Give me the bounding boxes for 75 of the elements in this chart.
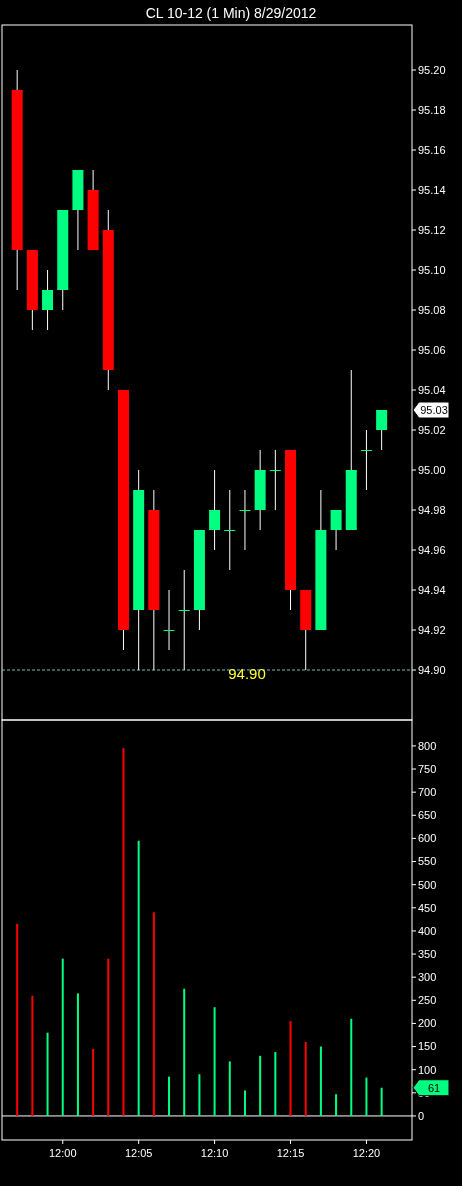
candlestick — [376, 409, 388, 451]
text: 61 — [427, 1081, 441, 1094]
x-tick-label: 12:20 — [352, 1147, 381, 1159]
bar — [228, 1061, 231, 1116]
y-tick-label: 600 — [418, 832, 437, 845]
y-tick-label: 350 — [418, 947, 437, 960]
bar — [61, 958, 64, 1116]
candlestick — [330, 509, 342, 551]
candlestick — [360, 429, 372, 491]
y-tick-label: 94.98 — [418, 503, 446, 516]
y-tick-label: 94.94 — [418, 583, 446, 596]
bar — [274, 1052, 277, 1116]
bar — [137, 840, 140, 1116]
bar — [46, 1032, 49, 1116]
y-tick-label: 450 — [418, 901, 437, 914]
y-tick-label: 94.90 — [418, 663, 446, 676]
ref-line-label: 94.90 — [228, 665, 266, 682]
bar — [380, 1087, 383, 1116]
y-tick-label: 550 — [418, 855, 437, 868]
y-tick-label: 94.92 — [418, 623, 446, 636]
y-tick-label: 650 — [418, 809, 437, 822]
y-tick-label: 95.04 — [418, 383, 446, 396]
chart-title: CL 10-12 (1 Min) 8/29/2012 — [145, 5, 317, 21]
y-tick-label: 250 — [418, 994, 437, 1007]
candlestick — [42, 269, 54, 331]
y-tick-label: 95.10 — [418, 263, 446, 276]
y-tick-label: 100 — [418, 1063, 437, 1076]
y-tick-label: 150 — [418, 1040, 437, 1053]
y-tick-label: 0 — [418, 1109, 425, 1122]
bar — [198, 1074, 201, 1116]
candlestick — [224, 489, 236, 571]
bar — [304, 1041, 307, 1116]
bar — [76, 993, 79, 1116]
candlestick — [163, 589, 175, 651]
y-tick-label: 200 — [418, 1017, 437, 1030]
y-tick-label: 95.08 — [418, 303, 446, 316]
bar — [243, 1090, 246, 1116]
x-tick-label: 12:15 — [276, 1147, 305, 1159]
bar — [350, 1018, 353, 1116]
y-tick-label: 94.96 — [418, 543, 446, 556]
bar — [319, 1046, 322, 1116]
x-tick-label: 12:00 — [48, 1147, 77, 1159]
y-tick-label: 95.20 — [418, 63, 446, 76]
y-tick-label: 300 — [418, 971, 437, 984]
y-tick-label: 750 — [418, 762, 437, 775]
y-tick-label: 95.02 — [418, 423, 446, 436]
bar — [92, 1048, 95, 1116]
candlestick — [269, 449, 281, 511]
bar — [213, 1007, 216, 1116]
text: 95.03 — [420, 403, 448, 416]
candlestick — [209, 469, 221, 551]
bar — [152, 912, 155, 1116]
y-tick-label: 95.06 — [418, 343, 446, 356]
bar — [122, 748, 125, 1116]
bar — [16, 923, 19, 1116]
bar — [365, 1077, 368, 1116]
y-tick-label: 95.14 — [418, 183, 446, 196]
y-tick-label: 500 — [418, 878, 437, 891]
bar — [335, 1094, 338, 1116]
x-tick-label: 12:10 — [200, 1147, 229, 1159]
y-tick-label: 400 — [418, 924, 437, 937]
y-tick-label: 700 — [418, 786, 437, 799]
y-tick-label: 95.12 — [418, 223, 446, 236]
bar — [183, 988, 186, 1116]
y-tick-label: 95.00 — [418, 463, 446, 476]
bar — [289, 1021, 292, 1116]
bar — [259, 1055, 262, 1116]
candlestick — [239, 489, 251, 551]
y-tick-label: 800 — [418, 739, 437, 752]
y-tick-label: 95.16 — [418, 143, 446, 156]
bar — [168, 1076, 171, 1116]
bar — [107, 958, 110, 1116]
x-tick-label: 12:05 — [124, 1147, 153, 1159]
y-tick-label: 95.18 — [418, 103, 446, 116]
candlestick — [178, 569, 190, 671]
